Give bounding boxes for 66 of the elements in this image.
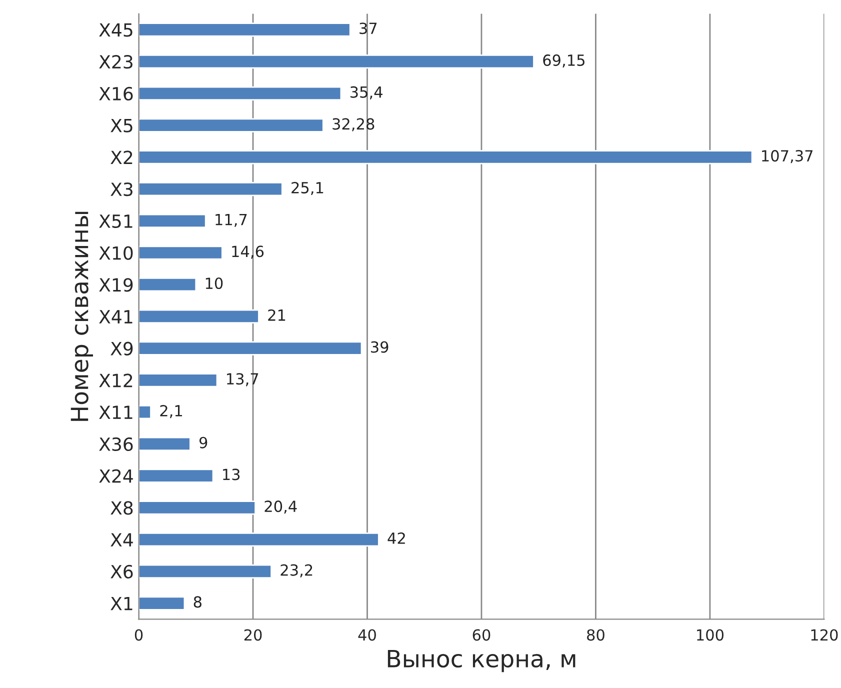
bar — [138, 246, 223, 260]
bar — [138, 468, 214, 483]
data-label: 21 — [268, 309, 286, 321]
data-label: 107,37 — [762, 150, 813, 164]
bar — [138, 596, 186, 610]
y-tick-label: X6 — [110, 564, 133, 579]
y-tick-label: X9 — [110, 342, 133, 356]
data-label: 2,1 — [160, 404, 182, 418]
data-label: 35,4 — [350, 86, 382, 100]
bar — [138, 182, 283, 196]
y-tick-label: X1 — [110, 596, 132, 610]
bar — [138, 118, 324, 132]
y-axis-title: Номер скважины — [70, 212, 94, 421]
data-label: 32,28 — [332, 118, 374, 132]
data-label: 25,1 — [292, 182, 324, 196]
data-label: 10 — [206, 277, 223, 290]
y-tick-label: X36 — [99, 437, 133, 452]
y-tick-label: X10 — [99, 246, 133, 260]
data-label: 9 — [199, 436, 208, 448]
data-label: 37 — [360, 22, 377, 34]
data-label: 69,15 — [543, 54, 584, 68]
y-tick-label: X2 — [110, 150, 132, 164]
y-tick-label: X4 — [110, 533, 133, 546]
data-label: 39 — [371, 341, 388, 353]
y-tick-label: X41 — [99, 310, 132, 324]
data-label: 42 — [388, 532, 405, 544]
bar — [138, 500, 256, 515]
y-tick-label: X12 — [99, 374, 132, 388]
x-tick-label: 120 — [811, 629, 838, 641]
y-tick-label: X19 — [99, 278, 133, 292]
data-label: 20,4 — [264, 500, 297, 514]
bar — [138, 436, 191, 452]
data-label: 23,2 — [280, 564, 312, 578]
bar — [138, 150, 753, 164]
x-tick-label: 0 — [134, 629, 143, 641]
x-axis-title: Вынос керна, м — [388, 650, 576, 672]
data-label: 8 — [194, 596, 202, 608]
x-tick-label: 60 — [472, 629, 490, 641]
y-tick-label: X23 — [99, 55, 132, 69]
bar — [138, 373, 218, 388]
bar — [138, 564, 272, 578]
x-tick-label: 100 — [697, 629, 724, 641]
data-label: 13 — [223, 468, 240, 480]
bar — [138, 54, 534, 69]
y-tick-label: X16 — [99, 86, 133, 101]
x-tick-label: 20 — [244, 629, 262, 641]
bar — [138, 309, 260, 324]
y-tick-label: X45 — [99, 23, 132, 37]
y-tick-label: X51 — [99, 214, 132, 228]
y-tick-label: X8 — [110, 501, 133, 515]
y-tick-label: X3 — [110, 182, 132, 196]
bar — [138, 278, 197, 292]
data-label: 13,7 — [227, 373, 258, 386]
data-label: 11,7 — [216, 214, 247, 227]
bar — [138, 532, 380, 547]
x-tick-label: 80 — [587, 629, 604, 641]
bar — [138, 214, 206, 228]
x-tick-label: 40 — [358, 629, 376, 641]
y-tick-label: X24 — [99, 469, 133, 483]
data-label: 14,6 — [232, 246, 264, 259]
bar — [138, 22, 351, 37]
y-tick-label: X5 — [110, 118, 132, 132]
bar — [138, 405, 152, 420]
y-tick-label: X11 — [99, 406, 132, 419]
bar — [138, 86, 342, 100]
bar — [138, 341, 362, 356]
